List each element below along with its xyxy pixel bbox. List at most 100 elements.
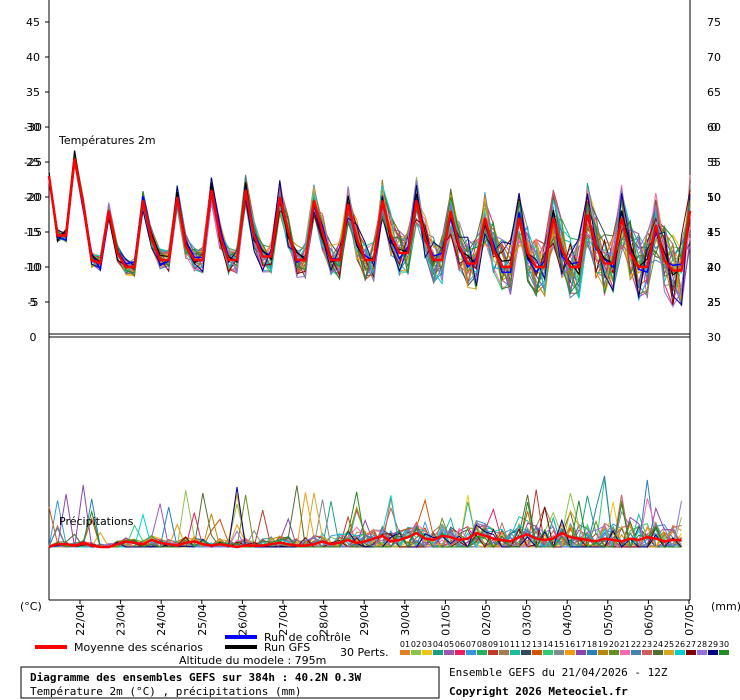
y-tick-label-right: 55 xyxy=(707,156,721,169)
pert-color-swatch xyxy=(565,650,575,655)
y-tick-label-left: -30 xyxy=(24,121,42,134)
pert-color-swatch xyxy=(521,650,531,655)
temperature-member-line xyxy=(48,156,691,306)
y-tick-label-left: 20 xyxy=(26,191,40,204)
pert-color-swatch xyxy=(444,650,454,655)
y-tick-label-left: -25 xyxy=(24,156,42,169)
pert-color-swatch xyxy=(411,650,421,655)
pert-color-swatch xyxy=(499,650,509,655)
temperature-mean-line xyxy=(47,158,692,272)
y-tick-label-left: 0 xyxy=(30,331,37,344)
pert-color-swatch xyxy=(675,650,685,655)
y-tick-label-right: 10 xyxy=(707,191,721,204)
y-tick-label-right: 5 xyxy=(711,156,718,169)
grid-layer xyxy=(45,21,690,604)
x-tick-label: 02/05 xyxy=(480,604,493,636)
gfs-legend-label: Run GFS xyxy=(264,641,310,654)
pert-color-swatch xyxy=(598,650,608,655)
y-tick-label-left: 30 xyxy=(26,121,40,134)
precipitation-member-line xyxy=(48,491,682,549)
pert-code-label: 28 xyxy=(697,640,707,649)
y-tick-label-right: 65 xyxy=(707,86,721,99)
x-tick-label: 06/05 xyxy=(642,604,655,636)
temperature-member-lines xyxy=(48,150,691,309)
pert-color-swatch xyxy=(697,650,707,655)
pert-color-swatch xyxy=(510,650,520,655)
pert-code-label: 09 xyxy=(488,640,498,649)
x-tick-label: 01/05 xyxy=(439,604,452,636)
x-tick-label: 25/04 xyxy=(196,604,209,636)
pert-color-swatch xyxy=(719,650,729,655)
control-legend-label: Run de contrôle xyxy=(264,631,351,644)
pert-code-label: 10 xyxy=(499,640,509,649)
pert-color-swatch xyxy=(543,650,553,655)
temperature-member-line xyxy=(48,161,691,296)
pert-color-swatch xyxy=(653,650,663,655)
pert-code-label: 26 xyxy=(675,640,685,649)
y-tick-label-right: 15 xyxy=(707,226,721,239)
y-tick-label-right: 30 xyxy=(707,331,721,344)
y-tick-label-left: 5 xyxy=(30,296,37,309)
pert-code-label: 01 xyxy=(400,640,410,649)
perts-label: 30 Perts. xyxy=(340,646,389,659)
y-tick-label-right: 25 xyxy=(707,296,721,309)
y-tick-label-right: 50 xyxy=(707,191,721,204)
pert-color-swatch xyxy=(532,650,542,655)
y-tick-label-left: 45 xyxy=(26,16,40,29)
pert-code-label: 22 xyxy=(631,640,641,649)
copyright-label: Copyright 2026 Meteociel.fr xyxy=(449,685,628,698)
pert-color-swatch xyxy=(488,650,498,655)
pert-color-swatch xyxy=(400,650,410,655)
precipitation-member-line xyxy=(48,486,682,549)
pert-code-label: 12 xyxy=(521,640,531,649)
y-tick-label-right: 0 xyxy=(711,121,718,134)
y-tick-label-left: 40 xyxy=(26,51,40,64)
x-tick-labels: 22/04 23/04 24/04 25/04 26/04 27/04 28/04 29/04… xyxy=(74,604,696,636)
pert-code-label: 25 xyxy=(664,640,674,649)
y-tick-label-right: 75 xyxy=(707,16,721,29)
pert-color-swatch xyxy=(686,650,696,655)
pert-color-swatch xyxy=(477,650,487,655)
pert-code-label: 16 xyxy=(565,640,575,649)
pert-color-swatch xyxy=(609,650,619,655)
pert-code-label: 11 xyxy=(510,640,520,649)
x-tick-label: 23/04 xyxy=(115,604,128,636)
temperature-panel-title: Températures 2m xyxy=(58,134,156,147)
y-tick-label-left: 35 xyxy=(26,86,40,99)
precipitation-panel-title: Précipitations xyxy=(59,515,134,528)
perturbation-legend: 01 02 03 04 05 06 07 08 09 10 11 12 13 14 15 16 17 18 19 20… xyxy=(400,640,729,655)
y-tick-label-left: -15 xyxy=(24,226,42,239)
pert-code-label: 24 xyxy=(653,640,663,649)
pert-code-label: 29 xyxy=(708,640,718,649)
legend: Moyenne des scénarios Run de contrôle Ru… xyxy=(35,631,729,667)
y-tick-label-right: 40 xyxy=(707,261,721,274)
x-tick-label: 30/04 xyxy=(399,604,412,636)
pert-code-label: 17 xyxy=(576,640,586,649)
footer-title: Diagramme des ensembles GEFS sur 384h : … xyxy=(30,671,362,684)
pert-color-swatch xyxy=(554,650,564,655)
pert-code-label: 20 xyxy=(609,640,619,649)
pert-color-swatch xyxy=(433,650,443,655)
x-tick-label: 03/05 xyxy=(521,604,534,636)
pert-code-label: 08 xyxy=(477,640,487,649)
pert-code-label: 04 xyxy=(433,640,443,649)
precipitation-member-lines xyxy=(48,475,682,549)
x-tick-label: 04/05 xyxy=(561,604,574,636)
footer-box xyxy=(20,666,440,699)
pert-color-swatch xyxy=(466,650,476,655)
pert-color-swatch xyxy=(455,650,465,655)
altitude-label: Altitude du modele : 795m xyxy=(179,654,326,667)
x-tick-label: 29/04 xyxy=(358,604,371,636)
y-tick-label-left: 15 xyxy=(26,226,40,239)
pert-code-label: 15 xyxy=(554,640,564,649)
x-tick-label: 05/05 xyxy=(602,604,615,636)
precipitation-mean-line xyxy=(48,531,682,549)
pert-code-label: 05 xyxy=(444,640,454,649)
y-tick-label-right: 45 xyxy=(707,226,721,239)
pert-code-label: 30 xyxy=(719,640,729,649)
pert-code-label: 14 xyxy=(543,640,553,649)
x-tick-label: 26/04 xyxy=(236,604,249,636)
left-unit-label: (°C) xyxy=(20,600,42,613)
